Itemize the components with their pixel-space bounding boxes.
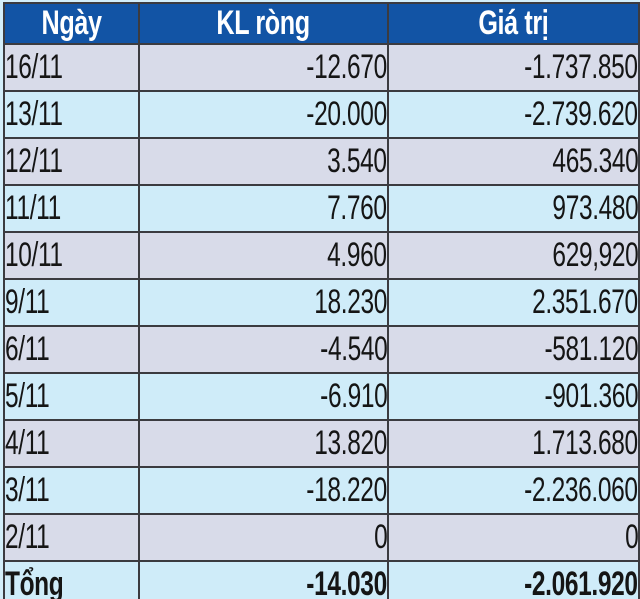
net-volume-cell: -18.220 xyxy=(138,466,389,515)
col-header-net-volume: KL ròng xyxy=(138,2,389,45)
date-value: 6/11 xyxy=(5,330,50,368)
table-row: 10/11 4.960 629,920 xyxy=(3,231,640,280)
value-value: -901.360 xyxy=(544,377,638,415)
table-row: 4/11 13.820 1.713.680 xyxy=(3,419,640,468)
value-value: 0 xyxy=(624,518,638,556)
net-volume-value: 18.230 xyxy=(314,283,387,321)
value-value: -2.236.060 xyxy=(524,471,638,509)
value-value: -1.737.850 xyxy=(524,48,638,86)
net-volume-cell: 13.820 xyxy=(138,419,389,468)
date-cell: 9/11 xyxy=(3,278,140,327)
net-volume-value: -12.670 xyxy=(306,48,387,86)
date-value: 10/11 xyxy=(5,236,63,274)
date-value: 12/11 xyxy=(5,142,63,180)
date-value: 4/11 xyxy=(5,424,50,462)
value-value: 2.351.670 xyxy=(532,283,638,321)
net-volume-cell: 3.540 xyxy=(138,137,389,186)
total-label: Tổng xyxy=(5,565,64,599)
date-cell: 6/11 xyxy=(3,325,140,374)
value-cell: -1.737.850 xyxy=(387,43,640,92)
table-row: 9/11 18.230 2.351.670 xyxy=(3,278,640,327)
net-volume-cell: -20.000 xyxy=(138,90,389,139)
value-value: 465.340 xyxy=(552,142,638,180)
date-cell: 12/11 xyxy=(3,137,140,186)
table-row: 12/11 3.540 465.340 xyxy=(3,137,640,186)
net-volume-cell: -4.540 xyxy=(138,325,389,374)
date-value: 5/11 xyxy=(5,377,50,415)
value-value: -2.739.620 xyxy=(524,95,638,133)
total-value-cell: -2.061.920 xyxy=(387,560,640,599)
net-volume-value: 7.760 xyxy=(327,189,387,227)
value-cell: 0 xyxy=(387,513,640,562)
net-volume-value: 3.540 xyxy=(327,142,387,180)
date-cell: 4/11 xyxy=(3,419,140,468)
col-header-value-label: Giá trị xyxy=(478,4,549,42)
table-row: 13/11 -20.000 -2.739.620 xyxy=(3,90,640,139)
value-value: 1.713.680 xyxy=(532,424,638,462)
header-row: Ngày KL ròng Giá trị xyxy=(3,2,640,45)
total-row: Tổng -14.030 -2.061.920 xyxy=(3,560,640,599)
date-value: 16/11 xyxy=(5,48,63,86)
col-header-net-volume-label: KL ròng xyxy=(216,4,311,42)
net-volume-cell: 7.760 xyxy=(138,184,389,233)
value-cell: 465.340 xyxy=(387,137,640,186)
value-value: 973.480 xyxy=(552,189,638,227)
value-cell: 1.713.680 xyxy=(387,419,640,468)
table-row: 2/11 0 0 xyxy=(3,513,640,562)
date-cell: 16/11 xyxy=(3,43,140,92)
date-cell: 5/11 xyxy=(3,372,140,421)
table-row: 5/11 -6.910 -901.360 xyxy=(3,372,640,421)
date-value: 13/11 xyxy=(5,95,63,133)
total-label-cell: Tổng xyxy=(3,560,140,599)
net-volume-cell: -6.910 xyxy=(138,372,389,421)
date-value: 9/11 xyxy=(5,283,50,321)
date-value: 3/11 xyxy=(5,471,50,509)
table-row: 3/11 -18.220 -2.236.060 xyxy=(3,466,640,515)
date-cell: 11/11 xyxy=(3,184,140,233)
value-cell: -2.236.060 xyxy=(387,466,640,515)
date-value: 2/11 xyxy=(5,518,50,556)
value-cell: -581.120 xyxy=(387,325,640,374)
net-volume-value: -20.000 xyxy=(306,95,387,133)
date-value: 11/11 xyxy=(5,189,61,227)
value-cell: -901.360 xyxy=(387,372,640,421)
foreign-net-trading-table: Ngày KL ròng Giá trị 16/11 -12.670 -1.73… xyxy=(3,2,640,599)
value-cell: 973.480 xyxy=(387,184,640,233)
total-net-volume-cell: -14.030 xyxy=(138,560,389,599)
date-cell: 3/11 xyxy=(3,466,140,515)
table-row: 11/11 7.760 973.480 xyxy=(3,184,640,233)
net-volume-value: 4.960 xyxy=(327,236,387,274)
net-volume-cell: -12.670 xyxy=(138,43,389,92)
col-header-date: Ngày xyxy=(3,2,140,45)
net-volume-value: -18.220 xyxy=(306,471,387,509)
net-volume-value: 13.820 xyxy=(314,424,387,462)
net-volume-cell: 4.960 xyxy=(138,231,389,280)
date-cell: 13/11 xyxy=(3,90,140,139)
net-volume-value: -4.540 xyxy=(319,330,387,368)
net-volume-value: 0 xyxy=(373,518,387,556)
value-value: 629,920 xyxy=(552,236,638,274)
col-header-date-label: Ngày xyxy=(41,4,102,42)
date-cell: 10/11 xyxy=(3,231,140,280)
table-row: 16/11 -12.670 -1.737.850 xyxy=(3,43,640,92)
total-net-volume-value: -14.030 xyxy=(306,565,387,599)
net-volume-cell: 18.230 xyxy=(138,278,389,327)
table-row: 6/11 -4.540 -581.120 xyxy=(3,325,640,374)
value-cell: 2.351.670 xyxy=(387,278,640,327)
net-volume-cell: 0 xyxy=(138,513,389,562)
value-value: -581.120 xyxy=(544,330,638,368)
net-volume-value: -6.910 xyxy=(319,377,387,415)
date-cell: 2/11 xyxy=(3,513,140,562)
value-cell: 629,920 xyxy=(387,231,640,280)
value-cell: -2.739.620 xyxy=(387,90,640,139)
total-value-value: -2.061.920 xyxy=(524,565,638,599)
col-header-value: Giá trị xyxy=(387,2,640,45)
